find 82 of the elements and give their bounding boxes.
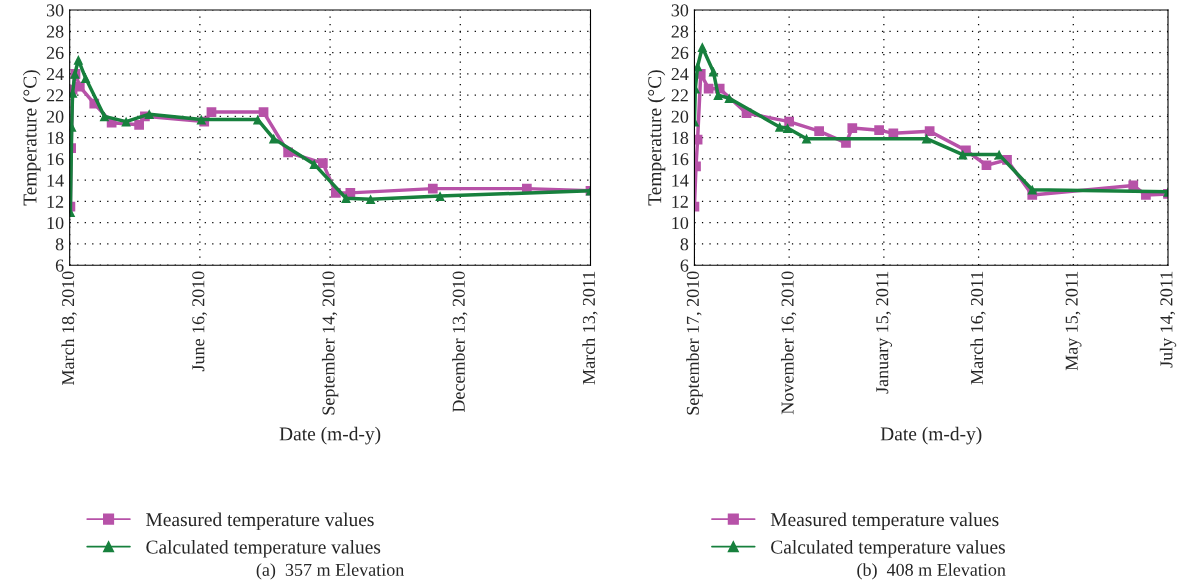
x-tick-label: May 15, 2011 xyxy=(1065,271,1082,371)
y-tick-label: 28 xyxy=(671,25,689,38)
point xyxy=(435,191,445,201)
y-tick-label: 22 xyxy=(46,89,64,102)
y-tick-label: 26 xyxy=(671,46,689,59)
x-axis-title: Date (m-d-y) xyxy=(880,426,982,445)
point xyxy=(1128,180,1139,191)
x-tick-label: March 13, 2011 xyxy=(582,271,598,385)
x-tick-label: June 16, 2010 xyxy=(192,271,207,372)
point xyxy=(847,123,858,133)
x-tick-label: September 17, 2010 xyxy=(686,271,703,415)
point xyxy=(801,133,812,144)
point xyxy=(921,133,932,144)
point xyxy=(99,111,110,122)
point xyxy=(252,114,263,125)
x-axis-title: Date (m-d-y) xyxy=(279,426,381,445)
x-tick-label: September 14, 2010 xyxy=(321,271,339,415)
point xyxy=(121,116,131,127)
x-tick-label: January 15, 2011 xyxy=(876,271,893,394)
y-tick-label: 26 xyxy=(46,46,64,59)
point xyxy=(782,123,793,133)
point xyxy=(144,109,155,120)
point xyxy=(694,61,703,72)
point xyxy=(427,183,438,194)
point xyxy=(341,193,351,204)
y-tick-label: 8 xyxy=(680,238,689,251)
point xyxy=(73,55,84,65)
x-tick-label: December 13, 2010 xyxy=(452,271,468,413)
point xyxy=(206,107,217,117)
y-tick-label: 30 xyxy=(46,4,64,17)
y-axis-title: Temperature (°C) xyxy=(647,70,666,206)
y-tick-label: 12 xyxy=(47,195,64,208)
point xyxy=(874,125,884,136)
legend-label: Measured temperature values xyxy=(146,512,374,531)
y-tick-label: 14 xyxy=(47,174,64,187)
point xyxy=(724,93,735,104)
point xyxy=(134,119,144,130)
point xyxy=(317,158,328,168)
y-tick-label: 18 xyxy=(672,131,689,145)
point xyxy=(268,133,279,144)
y-tick-label: 6 xyxy=(55,259,64,272)
y-tick-label: 24 xyxy=(46,68,64,81)
text: (a) 357 m Elevation xyxy=(256,563,405,580)
point xyxy=(1027,184,1038,195)
legend-label: Calculated temperature values xyxy=(771,539,1005,558)
y-tick-label: 16 xyxy=(672,153,689,166)
point xyxy=(694,134,703,145)
point xyxy=(924,126,935,137)
point xyxy=(365,194,376,205)
x-tick-label: November 16, 2010 xyxy=(780,271,797,415)
y-tick-label: 6 xyxy=(680,259,689,272)
point xyxy=(957,149,968,160)
point xyxy=(814,126,824,137)
x-tick-label: July 14, 2011 xyxy=(1159,271,1177,368)
point xyxy=(784,116,795,127)
point xyxy=(80,73,91,83)
point xyxy=(774,122,785,132)
y-axis-title: Temperature (°C) xyxy=(22,70,41,206)
y-tick-label: 10 xyxy=(47,216,64,230)
y-tick-label: 8 xyxy=(55,238,64,251)
y-tick-label: 20 xyxy=(671,110,689,123)
point xyxy=(697,42,708,53)
y-tick-label: 18 xyxy=(47,131,64,145)
text: (b) 408 m Elevation xyxy=(857,563,1006,580)
point xyxy=(981,160,992,171)
y-tick-label: 30 xyxy=(671,4,689,17)
x-tick-label: March 16, 2011 xyxy=(970,271,986,385)
y-tick-label: 20 xyxy=(46,110,64,123)
y-tick-label: 14 xyxy=(672,174,689,187)
point xyxy=(69,88,78,98)
legend-label: Measured temperature values xyxy=(770,512,999,531)
point xyxy=(708,66,719,77)
legend-label: Calculated temperature values xyxy=(146,539,381,558)
y-tick-label: 28 xyxy=(46,25,64,38)
y-tick-label: 24 xyxy=(671,68,689,81)
y-tick-label: 22 xyxy=(671,89,688,102)
y-tick-label: 12 xyxy=(672,195,688,208)
y-tick-label: 10 xyxy=(672,216,689,230)
point xyxy=(703,83,714,94)
x-tick-label: March 18, 2010 xyxy=(61,271,77,386)
point xyxy=(258,107,269,117)
y-tick-label: 16 xyxy=(47,153,64,166)
